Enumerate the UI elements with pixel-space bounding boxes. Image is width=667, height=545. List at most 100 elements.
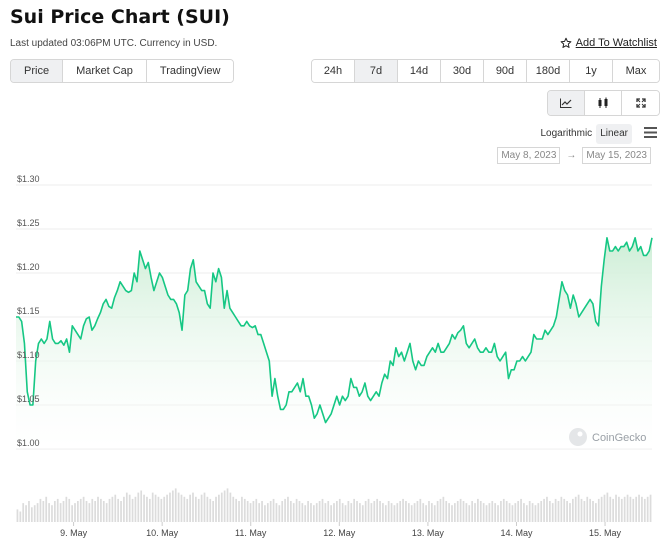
volume-bar bbox=[235, 498, 238, 522]
volume-bar bbox=[186, 498, 189, 522]
volume-bar bbox=[554, 498, 557, 522]
volume-bar bbox=[51, 505, 53, 522]
volume-bar bbox=[361, 505, 364, 522]
volume-bar bbox=[612, 498, 615, 522]
volume-bar bbox=[376, 498, 379, 522]
volume-bar bbox=[128, 494, 131, 522]
tab-tradingview[interactable]: TradingView bbox=[146, 60, 234, 82]
volume-bar bbox=[531, 503, 534, 522]
volume-bar bbox=[569, 503, 571, 522]
volume-bar bbox=[474, 503, 476, 522]
volume-bar bbox=[53, 501, 56, 522]
volume-bar bbox=[59, 503, 62, 522]
volume-bar bbox=[338, 498, 341, 522]
volume-bar bbox=[595, 503, 597, 522]
volume-bar bbox=[183, 496, 186, 522]
volume-bar bbox=[284, 498, 286, 522]
scale-linear-button[interactable]: Linear bbox=[596, 124, 632, 144]
hamburger-menu-icon[interactable] bbox=[644, 127, 657, 138]
last-updated-text: Last updated 03:06PM UTC. Currency in US… bbox=[10, 38, 218, 49]
volume-bar bbox=[468, 505, 471, 522]
range-max-button[interactable]: Max bbox=[613, 60, 659, 82]
volume-bar bbox=[278, 505, 281, 522]
volume-bar bbox=[370, 503, 373, 522]
range-30d-button[interactable]: 30d bbox=[441, 60, 484, 82]
volume-bar bbox=[491, 501, 494, 522]
volume-bar bbox=[154, 494, 157, 522]
candlestick-button[interactable] bbox=[585, 91, 622, 115]
tab-market-cap[interactable]: Market Cap bbox=[63, 60, 147, 82]
volume-bar bbox=[485, 505, 488, 522]
volume-bar bbox=[439, 498, 442, 522]
volume-bar bbox=[295, 498, 298, 522]
add-to-watchlist-link[interactable]: Add To Watchlist bbox=[560, 37, 657, 49]
coingecko-logo-icon bbox=[569, 428, 587, 446]
x-tick-label: 9. May bbox=[60, 528, 88, 538]
volume-bar bbox=[589, 498, 591, 522]
volume-bar bbox=[177, 492, 180, 522]
x-tick-label: 10. May bbox=[146, 528, 179, 538]
volume-bar bbox=[433, 505, 436, 522]
chart-view-toggle bbox=[547, 90, 660, 116]
volume-bar bbox=[215, 496, 217, 522]
volume-bar bbox=[42, 501, 45, 522]
range-1y-button[interactable]: 1y bbox=[570, 60, 613, 82]
line-chart-button[interactable] bbox=[548, 91, 585, 115]
volume-bar bbox=[563, 498, 566, 522]
y-tick-label: $1.30 bbox=[17, 175, 40, 184]
volume-bar bbox=[249, 503, 252, 522]
volume-bar bbox=[91, 498, 94, 522]
volume-bar bbox=[171, 490, 174, 522]
volume-bar bbox=[120, 501, 122, 522]
scale-logarithmic-button[interactable]: Logarithmic bbox=[540, 128, 593, 139]
volume-bar bbox=[577, 494, 580, 522]
volume-bar bbox=[413, 503, 416, 522]
volume-bar bbox=[643, 498, 646, 522]
volume-bar bbox=[384, 505, 387, 522]
volume-bar bbox=[540, 501, 543, 522]
volume-bar bbox=[488, 503, 491, 522]
date-to-input[interactable]: May 15, 2023 bbox=[582, 147, 651, 164]
volume-bar bbox=[356, 501, 358, 522]
volume-bar bbox=[419, 498, 422, 522]
range-24h-button[interactable]: 24h bbox=[312, 60, 355, 82]
volume-bar bbox=[105, 503, 108, 522]
volume-bar bbox=[344, 505, 347, 522]
volume-bar bbox=[364, 501, 367, 522]
range-90d-button[interactable]: 90d bbox=[484, 60, 527, 82]
tab-price[interactable]: Price bbox=[11, 60, 64, 82]
volume-bar bbox=[151, 492, 154, 522]
x-tick-label: 14. May bbox=[500, 528, 533, 538]
volume-bar bbox=[197, 498, 200, 522]
volume-bar bbox=[111, 496, 114, 522]
volume-bar bbox=[180, 494, 183, 522]
volume-bar bbox=[367, 498, 370, 522]
volume-bar bbox=[505, 501, 508, 522]
volume-bar bbox=[459, 498, 462, 522]
range-14d-button[interactable]: 14d bbox=[398, 60, 441, 82]
volume-bar bbox=[100, 498, 102, 522]
volume-bar bbox=[479, 501, 482, 522]
volume-bar bbox=[315, 503, 318, 522]
volume-bar bbox=[45, 496, 48, 522]
volume-bar bbox=[189, 494, 191, 522]
volume-bar bbox=[82, 496, 85, 522]
range-180d-button[interactable]: 180d bbox=[527, 60, 570, 82]
volume-bar bbox=[350, 503, 353, 522]
volume-bar bbox=[281, 501, 284, 522]
volume-bar bbox=[269, 501, 272, 522]
volume-bar bbox=[97, 496, 99, 522]
time-range-tabs: 24h 7d 14d 30d 90d 180d 1y Max bbox=[311, 59, 660, 83]
volume-bar bbox=[537, 503, 540, 522]
volume-bar bbox=[379, 501, 381, 522]
volume-bar bbox=[514, 503, 517, 522]
date-from-input[interactable]: May 8, 2023 bbox=[497, 147, 561, 164]
volume-bar bbox=[163, 496, 166, 522]
fullscreen-button[interactable] bbox=[622, 91, 659, 115]
volume-bar bbox=[359, 503, 361, 522]
volume-bar bbox=[528, 501, 531, 522]
volume-bar bbox=[166, 494, 168, 522]
volume-bar bbox=[264, 505, 266, 522]
range-7d-button[interactable]: 7d bbox=[355, 60, 398, 82]
volume-bar bbox=[520, 498, 522, 522]
